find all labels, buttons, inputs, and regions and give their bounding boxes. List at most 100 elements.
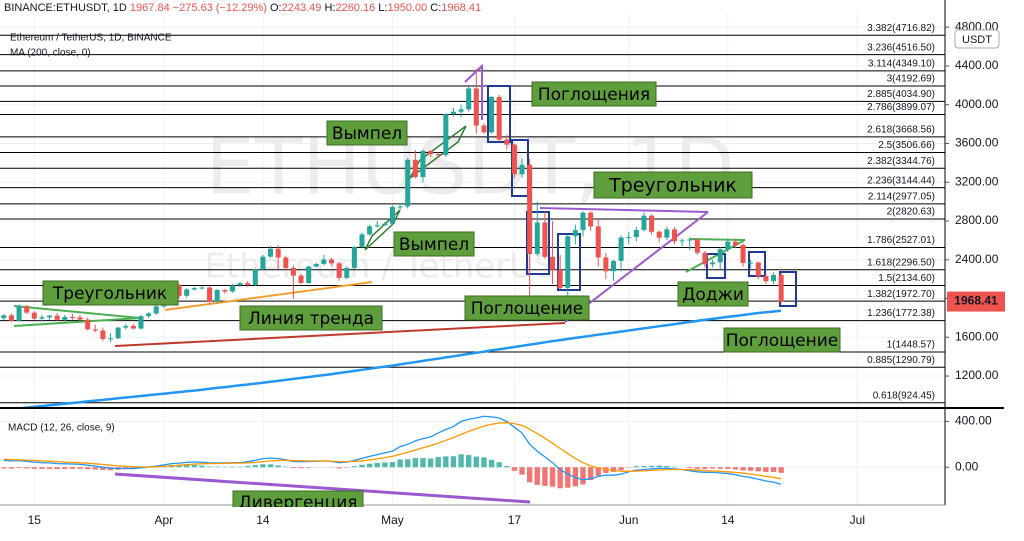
x-tick-label: 15 bbox=[28, 513, 42, 527]
header: BINANCE:ETHUSDT, 1D 1967.84 −275.63 (−12… bbox=[4, 2, 481, 14]
y-tick-label: 4400.00 bbox=[955, 58, 999, 72]
candle-body bbox=[443, 114, 449, 155]
candle-body bbox=[595, 226, 601, 258]
macd-histogram-bar bbox=[252, 465, 258, 468]
macd-histogram-bar bbox=[184, 464, 190, 468]
candle-body bbox=[85, 319, 91, 330]
macd-histogram-bar bbox=[534, 467, 540, 485]
macd-histogram-bar bbox=[450, 456, 457, 468]
macd-histogram-bar bbox=[16, 467, 22, 469]
macd-histogram-bar bbox=[633, 466, 640, 468]
candle-body bbox=[54, 315, 60, 320]
fib-label: 3.236(4516.50) bbox=[867, 42, 935, 53]
macd-histogram-bar bbox=[427, 458, 434, 468]
candle-body bbox=[755, 262, 761, 277]
marks bbox=[1, 68, 784, 489]
candle-body bbox=[214, 289, 220, 302]
y-tick-label: 3200.00 bbox=[955, 174, 999, 188]
macd-histogram-bar bbox=[77, 467, 83, 469]
candle-body bbox=[344, 267, 350, 278]
macd-histogram-bar bbox=[488, 459, 495, 468]
ohlc-key: O: bbox=[270, 2, 282, 14]
candle-body bbox=[176, 284, 182, 296]
macd-histogram-bar bbox=[245, 466, 251, 468]
macd-histogram-bar bbox=[359, 464, 365, 468]
y-tick-label: 1600.00 bbox=[955, 329, 999, 343]
trend-line bbox=[114, 322, 566, 347]
fib-label: 3.114(4349.10) bbox=[868, 59, 935, 70]
macd-histogram-bar bbox=[648, 465, 655, 468]
y-tick-label: 400.00 bbox=[955, 414, 992, 428]
unit-box bbox=[954, 29, 1000, 49]
annotation: Поглощение bbox=[726, 331, 838, 351]
drawing-line bbox=[13, 317, 141, 327]
candle-body bbox=[420, 150, 426, 178]
candle-body bbox=[580, 212, 586, 231]
macd-histogram-bar bbox=[763, 467, 769, 472]
candle-body bbox=[47, 315, 53, 318]
candle-body bbox=[382, 223, 388, 226]
candle-body bbox=[313, 263, 319, 267]
candle-body bbox=[298, 275, 304, 284]
macd-histogram-bar bbox=[747, 467, 754, 471]
macd-histogram-bar bbox=[618, 467, 624, 471]
candle-body bbox=[763, 276, 769, 282]
candle-body bbox=[290, 267, 296, 276]
candle-body bbox=[336, 263, 342, 278]
candle-body bbox=[687, 239, 693, 241]
candle-body bbox=[367, 226, 373, 235]
candle-body bbox=[92, 329, 98, 331]
candle-body bbox=[588, 212, 594, 227]
macd-histogram-bar bbox=[466, 455, 472, 468]
macd-histogram-bar bbox=[671, 466, 678, 468]
macd-histogram-bar bbox=[641, 465, 647, 468]
macd-histogram-bar bbox=[39, 467, 45, 469]
annotation-box bbox=[723, 327, 841, 353]
candle-body bbox=[62, 316, 68, 320]
fib-label: 3.382(4716.82) bbox=[867, 23, 935, 34]
drawing-line bbox=[13, 305, 141, 319]
candle-body bbox=[24, 305, 30, 313]
header-bg bbox=[0, 0, 560, 16]
fib-label: 2(2820.63) bbox=[887, 207, 935, 218]
candle-body bbox=[565, 236, 571, 288]
candle-body bbox=[610, 260, 617, 272]
candle-body bbox=[481, 125, 487, 133]
annotation: Доджи bbox=[682, 285, 744, 305]
macd-histogram-bar bbox=[580, 467, 586, 485]
candle-body bbox=[450, 111, 456, 115]
candle-body bbox=[268, 248, 274, 257]
candle-body bbox=[8, 315, 14, 321]
annotation: Треугольник bbox=[52, 284, 167, 304]
macd-histogram-bar bbox=[351, 466, 358, 468]
candle-body bbox=[283, 257, 289, 268]
highlight-box bbox=[526, 211, 550, 275]
candle-body bbox=[237, 283, 243, 286]
macd-histogram-bar bbox=[191, 465, 198, 468]
candle-body bbox=[694, 239, 700, 253]
x-tick-label: May bbox=[381, 513, 404, 527]
candle-body bbox=[626, 237, 632, 239]
macd-histogram-bar bbox=[366, 463, 373, 468]
candle-body bbox=[191, 288, 197, 290]
macd-histogram-bar bbox=[709, 467, 716, 469]
macd-histogram-bar bbox=[511, 467, 518, 471]
candle-body bbox=[351, 246, 357, 268]
macd-histogram-bar bbox=[565, 467, 571, 488]
macd-histogram-bar bbox=[92, 467, 98, 470]
macd-histogram-bar bbox=[542, 467, 548, 486]
macd-histogram-bar bbox=[519, 467, 525, 475]
macd-histogram-bar bbox=[526, 467, 533, 483]
macd-histogram-bar bbox=[740, 467, 746, 471]
macd-histogram-bar bbox=[549, 467, 556, 487]
macd-histogram-bar bbox=[206, 466, 213, 468]
x-tick-label: 14 bbox=[721, 513, 735, 527]
candle-body bbox=[702, 252, 708, 265]
candle-body bbox=[466, 88, 472, 110]
candle-body bbox=[732, 241, 738, 246]
annotation-box bbox=[42, 280, 179, 306]
highlight-box bbox=[487, 85, 511, 143]
macd-histogram-bar bbox=[229, 466, 236, 468]
y-tick-label: 3600.00 bbox=[955, 136, 999, 150]
